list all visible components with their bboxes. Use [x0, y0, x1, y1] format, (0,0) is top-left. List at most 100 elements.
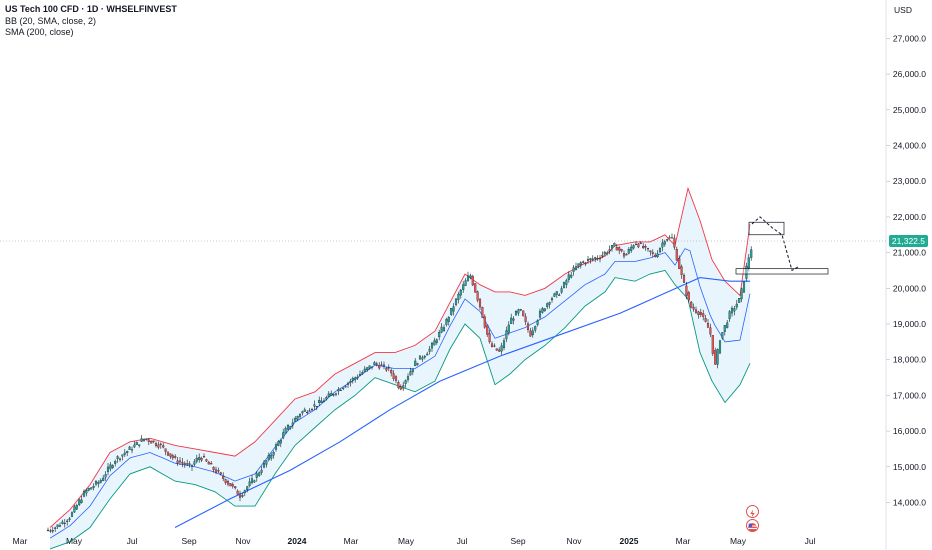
candle-body: [332, 394, 335, 396]
candle-body: [728, 311, 731, 320]
candle-body: [558, 294, 561, 296]
symbol-title[interactable]: US Tech 100 CFD · 1D · WHSELFINVEST: [5, 4, 177, 14]
candle-body: [142, 438, 146, 441]
sma-indicator-label[interactable]: SMA (200, close): [5, 27, 74, 37]
candle-body: [248, 481, 251, 486]
candle-body: [174, 456, 177, 458]
candle-body: [589, 258, 592, 261]
candle-body: [723, 325, 726, 332]
candle-body: [183, 463, 186, 465]
candle-body: [298, 414, 302, 417]
candle-body: [649, 250, 652, 253]
candle-body: [111, 465, 114, 468]
candle-body: [286, 425, 290, 430]
candle-body: [164, 448, 167, 452]
candle-body: [320, 400, 323, 403]
candle-body: [514, 311, 518, 316]
candle-body: [486, 324, 489, 335]
candle-body: [670, 237, 674, 239]
candle-body: [586, 259, 590, 261]
candle-body: [440, 326, 443, 333]
candle-body: [176, 460, 179, 464]
bb-indicator-label[interactable]: BB (20, SMA, close, 2): [5, 15, 97, 26]
lightning-event-icon[interactable]: [746, 505, 759, 518]
candle-body: [711, 335, 714, 354]
candle-body: [399, 386, 402, 390]
candle-body: [102, 477, 105, 481]
candle-body: [121, 454, 124, 457]
candle-body: [697, 311, 700, 316]
bb-middle-line: [49, 248, 751, 539]
candle-body: [351, 377, 354, 381]
candle-body: [603, 251, 606, 255]
candle-body: [150, 440, 153, 444]
candle-body: [70, 512, 74, 517]
candle-body: [428, 348, 431, 352]
candle-body: [678, 258, 681, 269]
candle-body: [565, 280, 568, 285]
candle-body: [270, 454, 273, 459]
candle-body: [260, 469, 263, 473]
candle-body: [579, 262, 582, 265]
x-tick-label: Nov: [235, 536, 251, 546]
candle-body: [745, 265, 748, 279]
candle-body: [272, 452, 275, 456]
currency-label[interactable]: USD: [894, 5, 912, 15]
candle-body: [354, 377, 357, 380]
candle-body: [157, 444, 160, 448]
candle-body: [598, 258, 602, 260]
candle-body: [634, 243, 638, 245]
y-tick-label: 15,000.0: [893, 462, 926, 472]
us-flag-event-icon[interactable]: [746, 519, 759, 532]
x-tick-label: May: [730, 536, 747, 546]
candle-body: [306, 411, 309, 414]
drawings: [735, 216, 829, 275]
candle-body: [421, 357, 424, 360]
x-tick-label: Sep: [510, 536, 525, 546]
candle-body: [478, 298, 482, 308]
candle-body: [241, 495, 244, 497]
candle-body: [738, 298, 741, 303]
candle-body: [512, 318, 515, 321]
candle-body: [308, 410, 311, 412]
candle-body: [555, 291, 558, 295]
candle-body: [46, 529, 50, 532]
candle-body: [459, 289, 462, 296]
y-tick-label: 17,000.0: [893, 390, 926, 400]
candle-body: [214, 469, 218, 473]
candle-body: [682, 274, 686, 283]
candle-body: [442, 327, 446, 331]
candle-body: [325, 397, 328, 400]
candle-body: [570, 274, 573, 278]
candle-body: [502, 340, 506, 348]
candle-body: [529, 330, 532, 337]
candle-body: [135, 442, 138, 446]
candle-body: [627, 249, 630, 254]
candle-body: [714, 350, 717, 365]
candle-body: [495, 348, 498, 351]
candle-body: [438, 332, 441, 338]
candle-body: [68, 518, 71, 520]
candle-body: [294, 418, 297, 422]
candle-body: [615, 247, 618, 251]
candle-body: [378, 365, 381, 369]
candle-body: [315, 406, 318, 408]
y-tick-label: 19,000.0: [893, 319, 926, 329]
candle-body: [548, 302, 551, 305]
y-tick-label: 25,000.0: [893, 105, 926, 115]
candle-body: [572, 267, 575, 272]
candle-body: [219, 472, 222, 475]
candle-body: [193, 461, 196, 465]
candle-body: [159, 443, 162, 445]
candle-body: [339, 389, 342, 391]
candle-body: [536, 320, 539, 325]
candle-body: [392, 373, 395, 379]
candle-body: [500, 345, 503, 352]
candle-body: [402, 385, 405, 389]
candle-body: [687, 292, 690, 301]
candle-body: [630, 246, 633, 251]
x-tick-label: Mar: [344, 536, 359, 546]
candle-body: [138, 444, 141, 446]
candle-body: [361, 372, 364, 375]
